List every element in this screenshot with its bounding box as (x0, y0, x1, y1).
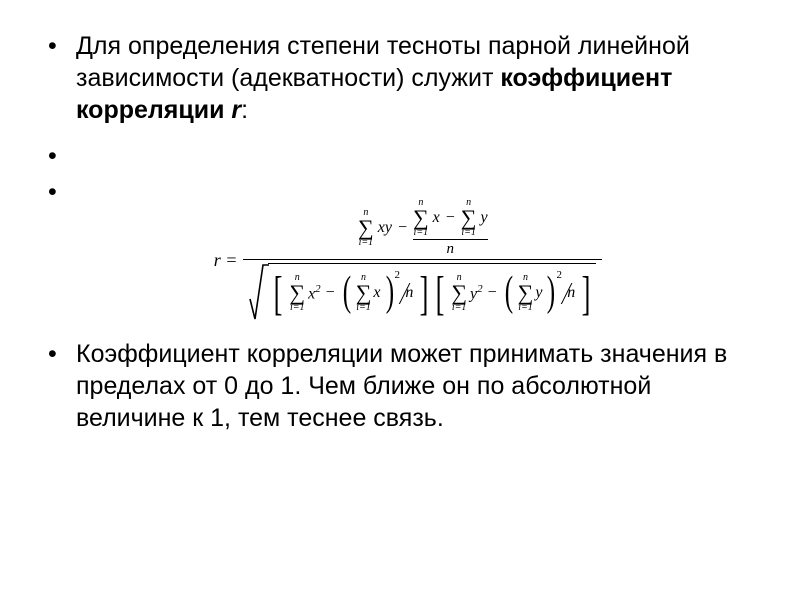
formula-row: r = n ∑ i=1 xy − (88, 197, 728, 324)
bullet-item-conclusion: Коэффициент корреляции может принимать з… (48, 338, 752, 434)
radical-icon (249, 261, 269, 323)
intro-post: : (241, 96, 248, 124)
sigma-y-paren: n ∑ i=1 (518, 273, 534, 313)
sigma-x2: n ∑ i=1 (289, 273, 305, 313)
slash-icon: ⁄ (403, 281, 407, 307)
sigma-x-num: n ∑ i=1 (413, 198, 429, 238)
sigma-y-num: n ∑ i=1 (461, 198, 477, 238)
slide-root: Для определения степени тесноты парной л… (0, 0, 800, 468)
bullet-item-formula-top (48, 140, 752, 162)
slash-icon-2: ⁄ (565, 281, 569, 307)
frac-sumx-sumy-over-n: n ∑ i=1 x − n ∑ i=1 (413, 198, 488, 258)
conclusion-text: Коэффициент корреляции может принимать з… (76, 340, 727, 432)
bullet-item-formula-mid (48, 176, 752, 198)
sigma-x-paren: n ∑ i=1 (356, 273, 372, 313)
correlation-formula: r = n ∑ i=1 xy − (80, 197, 748, 324)
fraction-numerator: n ∑ i=1 xy − n ∑ i=1 (352, 197, 494, 259)
intro-r: r (231, 96, 241, 124)
formula-lhs: r = (214, 250, 238, 271)
sigma-xy: n ∑ i=1 (358, 208, 374, 248)
formula-main-fraction: n ∑ i=1 xy − n ∑ i=1 (243, 197, 602, 324)
sigma-y2: n ∑ i=1 (451, 273, 467, 313)
bracket-y-group: [ n ∑ i=1 y2 − ( (432, 272, 594, 315)
bullet-item-intro: Для определения степени тесноты парной л… (48, 30, 752, 126)
bracket-x-group: [ n ∑ i=1 x2 − ( (270, 272, 432, 315)
fraction-denominator: [ n ∑ i=1 x2 − ( (243, 260, 602, 324)
